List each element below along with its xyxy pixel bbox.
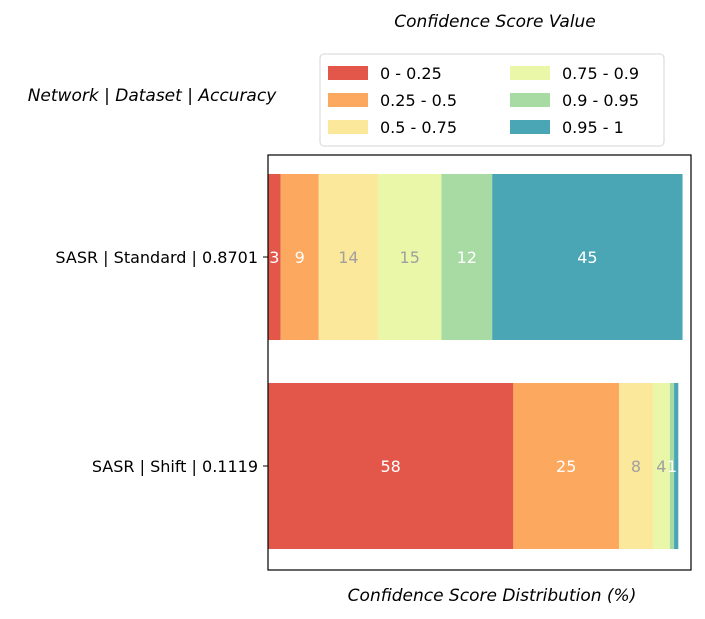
- y-ticks-layer: SASR | Standard | 0.8701 SASR | Shift | 0…: [55, 248, 268, 476]
- y-axis-label: Network | Dataset | Accuracy: [28, 86, 277, 106]
- legend-frame: [319, 53, 665, 147]
- legend-label-4: 0.75 - 0.9: [562, 64, 639, 83]
- bar-value-label-2-2: 25: [556, 457, 576, 476]
- bar-labels-layer: 3 9 14 15 12 45 58 25 8 4 1: [269, 248, 677, 476]
- legend-swatch-4: [510, 66, 550, 80]
- legend: 0 - 0.25 0.25 - 0.5 0.5 - 0.75 0.75 - 0.9 0.…: [319, 53, 665, 147]
- bar-segment-2-5: [669, 383, 675, 549]
- bar-value-label-1-5: 12: [457, 248, 477, 267]
- legend-swatch-2: [328, 93, 368, 107]
- bar-value-label-1-3: 14: [338, 248, 358, 267]
- bar-segment-2-3: [619, 383, 653, 549]
- bar-segment-1-6: [492, 174, 683, 340]
- bar-value-label-2-3: 8: [631, 457, 641, 476]
- bar-value-label-1-4: 15: [400, 248, 420, 267]
- y-tick-label-1: SASR | Standard | 0.8701: [55, 248, 258, 267]
- legend-label-2: 0.25 - 0.5: [380, 91, 457, 110]
- bar-segment-1-5: [441, 174, 493, 340]
- legend-label-5: 0.9 - 0.95: [562, 91, 639, 110]
- bar-segment-2-1: [268, 383, 514, 549]
- legend-label-6: 0.95 - 1: [562, 118, 624, 137]
- legend-swatch-5: [510, 93, 550, 107]
- bar-segment-2-2: [513, 383, 620, 549]
- bar-segment-2-4: [652, 383, 670, 549]
- x-axis-label: Confidence Score Distribution (%): [348, 586, 637, 606]
- bar-segment-1-4: [377, 174, 442, 340]
- bar-value-label-2-4: 4: [656, 457, 666, 476]
- bar-value-label-1-2: 9: [295, 248, 305, 267]
- bar-segment-1-1: [268, 174, 281, 340]
- bar-value-label-2-5: 1: [667, 457, 677, 476]
- legend-swatch-6: [510, 120, 550, 134]
- legend-label-3: 0.5 - 0.75: [380, 118, 457, 137]
- legend-title: Confidence Score Value: [394, 12, 596, 32]
- bar-segment-2-6: [674, 383, 679, 549]
- bar-value-label-1-1: 3: [269, 248, 279, 267]
- bar-segment-1-3: [318, 174, 378, 340]
- legend-label-1: 0 - 0.25: [380, 64, 442, 83]
- legend-swatch-3: [328, 120, 368, 134]
- bars-layer: [268, 174, 683, 549]
- legend-swatch-1: [328, 66, 368, 80]
- plot-frame: [267, 154, 692, 571]
- y-tick-label-2: SASR | Shift | 0.1119: [92, 457, 258, 476]
- bar-value-label-1-6: 45: [577, 248, 597, 267]
- bar-value-label-2-1: 58: [380, 457, 400, 476]
- bar-segment-1-2: [280, 174, 319, 340]
